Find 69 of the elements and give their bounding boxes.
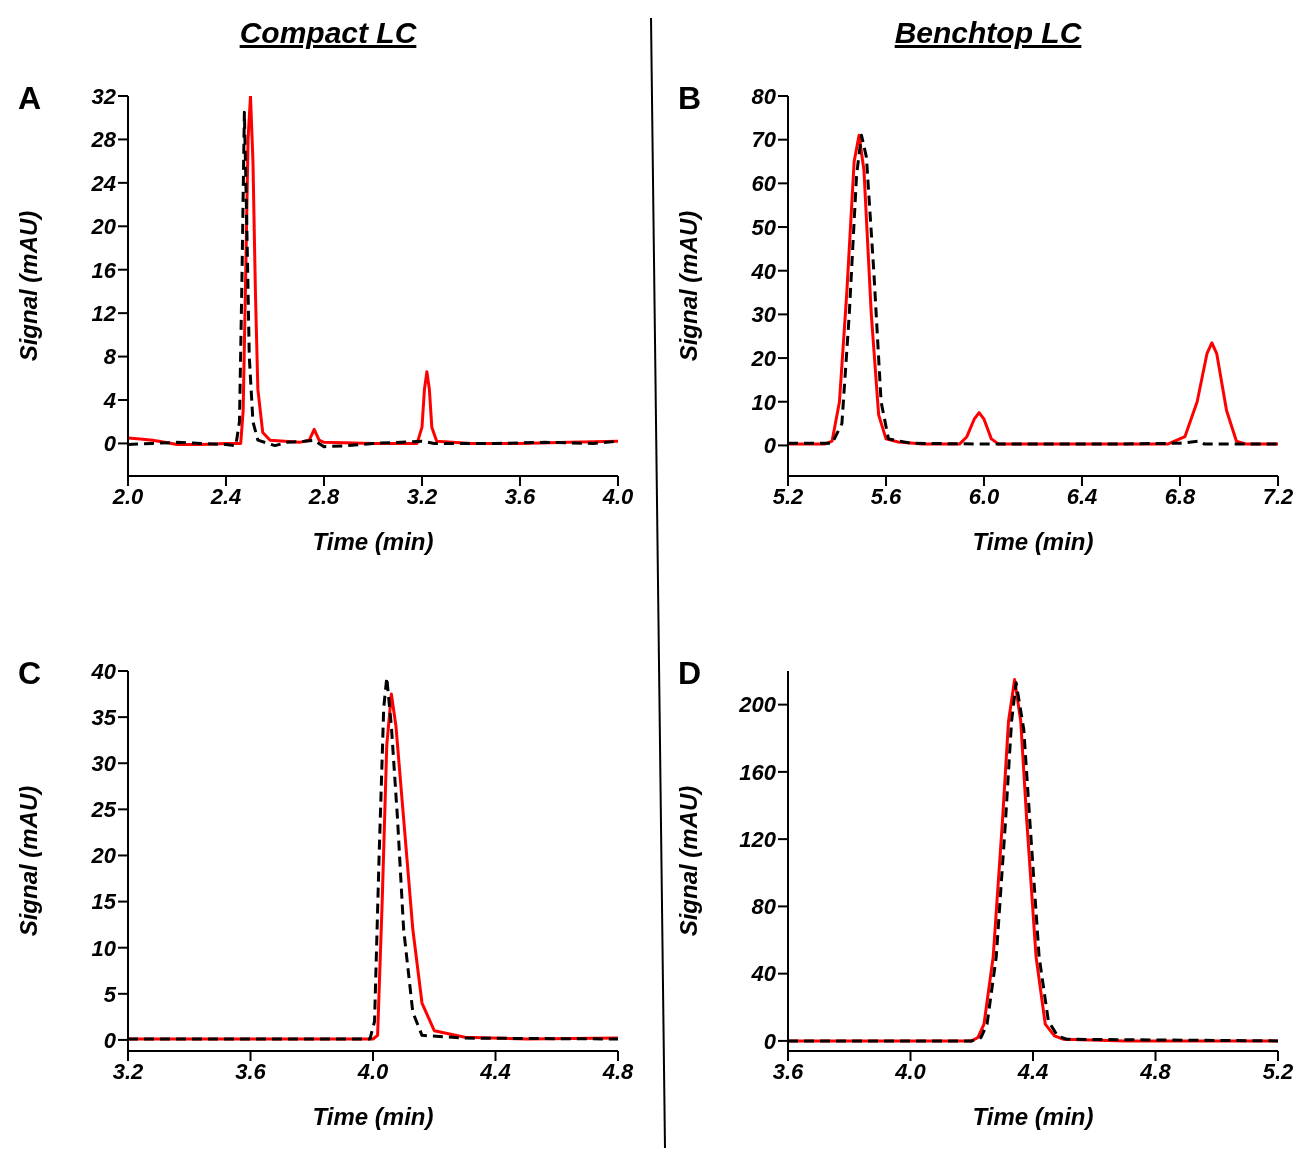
y-axis-title: Signal (mAU) [674,785,702,937]
y-tick-label: 4 [102,387,116,413]
y-tick-label: 28 [90,127,117,153]
x-axis-title: Time (min) [312,1103,434,1130]
y-axis-title: Signal (mAU) [14,785,42,937]
x-tick-label: 6.4 [1066,483,1098,509]
x-tick-label: 3.6 [504,483,537,509]
y-tick-label: 0 [103,1027,117,1053]
y-tick-label: 35 [91,704,117,730]
y-tick-label: 50 [751,214,777,240]
y-tick-label: 12 [91,300,117,326]
x-tick-label: 4.4 [1016,1058,1049,1084]
y-tick-label: 80 [751,894,777,920]
y-tick-label: 20 [750,345,777,371]
x-tick-label: 4.0 [356,1058,390,1084]
x-tick-label: 5.2 [772,483,805,509]
x-tick-label: 5.6 [870,483,903,509]
y-tick-label: 0 [763,433,777,459]
y-tick-label: 32 [91,83,117,109]
y-tick-label: 200 [738,692,777,718]
y-tick-label: 80 [751,83,777,109]
x-tick-label: 6.0 [968,483,1001,509]
y-tick-label: 20 [90,843,117,869]
chart-title: D [678,655,702,692]
x-tick-label: 4.0 [601,483,635,509]
y-tick-label: 30 [91,751,117,777]
y-axis-title: Signal (mAU) [674,210,702,362]
y-tick-label: 8 [103,344,117,370]
text: Benchtop LC [893,16,1083,50]
y-tick-label: 24 [90,170,116,196]
y-axis-title: Signal (mAU) [14,210,42,362]
text: Compact LC [238,16,418,50]
y-tick-label: 160 [739,759,777,785]
x-tick-label: 2.8 [307,483,341,509]
y-tick-label: 5 [103,981,117,1007]
x-tick-label: 4.4 [479,1058,511,1084]
x-tick-label: 3.2 [112,1058,145,1084]
x-tick-label: 7.2 [1262,483,1295,509]
x-tick-label: 4.8 [601,1058,635,1084]
chart-title: C [18,655,42,692]
x-tick-label: 6.8 [1164,483,1197,509]
y-tick-label: 10 [751,389,777,415]
x-axis-title: Time (min) [312,528,434,555]
chart-title: B [678,80,702,117]
chart-title: A [18,80,42,117]
y-tick-label: 16 [91,257,117,283]
y-tick-label: 40 [750,961,777,987]
y-tick-label: 40 [90,658,117,684]
y-tick-label: 30 [751,302,777,328]
y-tick-label: 10 [91,935,117,961]
y-tick-label: 70 [751,127,777,153]
x-tick-label: 2.4 [209,483,242,509]
x-axis-title: Time (min) [972,528,1094,555]
y-tick-label: 0 [103,431,117,457]
x-tick-label: 4.0 [894,1058,927,1084]
y-tick-label: 40 [750,258,777,284]
x-tick-label: 3.6 [235,1058,267,1084]
y-tick-label: 15 [91,889,117,915]
x-tick-label: 3.2 [406,483,439,509]
x-tick-label: 5.2 [1262,1058,1295,1084]
y-tick-label: 120 [739,826,777,852]
x-tick-label: 4.8 [1139,1058,1172,1084]
y-tick-label: 20 [90,214,117,240]
y-tick-label: 25 [90,797,117,823]
x-tick-label: 2.0 [111,483,145,509]
y-tick-label: 60 [751,171,777,197]
y-tick-label: 0 [763,1028,777,1054]
x-axis-title: Time (min) [972,1103,1094,1130]
x-tick-label: 3.6 [772,1058,805,1084]
